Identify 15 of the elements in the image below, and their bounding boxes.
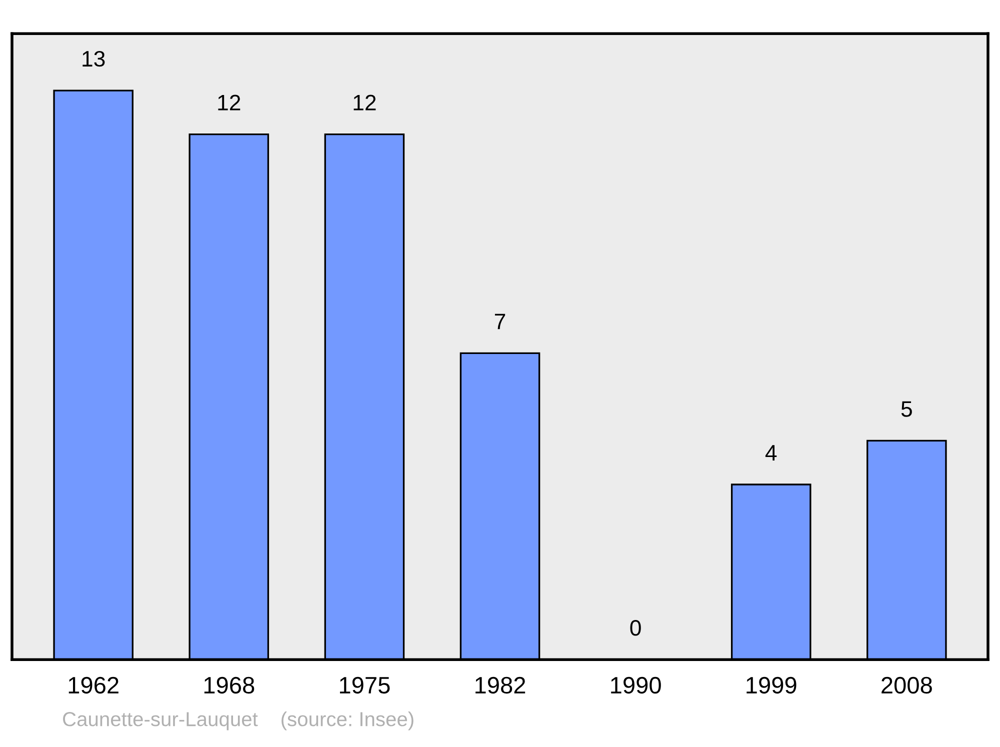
data-label: 5 (901, 401, 912, 417)
data-label: 13 (82, 50, 105, 67)
text: Caunette-sur-Lauquet (source: Insee) (63, 711, 414, 730)
data-label: 4 (765, 445, 777, 460)
x-tick-label: 1975 (340, 676, 390, 694)
data-label: 12 (218, 94, 240, 110)
x-tick-label: 1990 (611, 676, 661, 694)
data-label: 12 (354, 94, 376, 110)
data-label: 0 (630, 620, 641, 636)
x-tick-label: 1999 (746, 676, 796, 694)
x-tick-label: 1982 (476, 676, 526, 694)
data-label: 7 (494, 314, 506, 330)
x-tick-label: 1962 (68, 676, 118, 694)
x-tick-label: 2008 (882, 676, 932, 694)
x-tick-label: 1968 (204, 676, 254, 694)
